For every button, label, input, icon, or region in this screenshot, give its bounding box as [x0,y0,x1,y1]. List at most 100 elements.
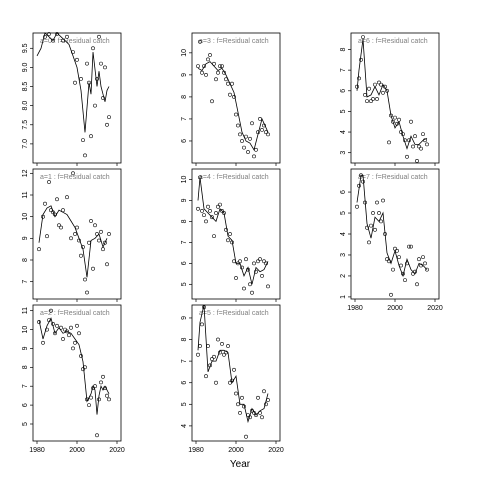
panel-title: a=4 : f=Residual catch [199,174,269,181]
data-point [196,206,200,211]
y-tick-label: 2 [340,274,347,278]
data-point [95,433,99,438]
data-point [266,284,270,289]
data-point [43,34,47,39]
x-tick-label: 2000 [228,447,244,454]
data-point [379,219,383,224]
data-point [252,154,256,159]
data-point [89,134,93,139]
data-point [359,57,363,62]
data-point [254,147,258,152]
data-point [367,86,371,91]
data-point [242,286,246,291]
data-point [51,321,55,326]
data-point [97,34,101,39]
y-tick-label: 10 [22,213,29,221]
y-tick-label: 7 [181,359,188,363]
data-point [73,80,77,85]
data-point [73,232,77,236]
y-tick-label: 7 [181,117,188,121]
y-tick-label: 12 [22,169,29,177]
data-point [53,212,57,217]
data-point [262,123,266,128]
data-point [212,61,216,66]
data-point [71,50,75,55]
data-point [393,115,397,120]
series-line [38,317,110,415]
y-tick-label: 7 [22,280,29,284]
data-point [206,344,210,348]
series-line [36,32,110,133]
data-point [387,140,391,145]
data-point [226,81,230,86]
data-point [363,93,367,97]
data-point [99,380,103,385]
data-point [256,130,260,135]
data-point [45,327,49,332]
data-point [61,208,65,213]
data-point [41,214,45,219]
data-point [107,115,111,120]
x-tick-label: 2020 [427,305,443,312]
data-point [355,204,359,209]
y-tick-label: 5 [340,211,347,215]
panel-frame [191,32,281,164]
data-point [47,318,51,323]
data-point [254,269,258,274]
data-point [361,179,365,184]
data-point [220,208,224,213]
data-point [234,112,238,117]
data-point [103,240,107,245]
series-line [356,39,428,150]
data-point [216,70,220,75]
data-point [73,340,77,345]
data-point [37,320,41,324]
data-point [365,99,369,104]
data-point [238,410,242,415]
data-point [236,402,240,407]
data-point [361,35,365,40]
data-point [385,88,389,93]
y-tick-label: 9 [181,73,188,77]
panel-a3: a=3 : f=Residual catch 6 7 8 9 10 [181,32,281,166]
y-tick-label: 3 [340,151,347,155]
data-point [369,99,373,104]
y-tick-label: 11 [22,191,29,198]
data-point [232,259,236,264]
data-point [256,395,260,400]
data-point [383,84,387,89]
data-point [236,123,240,128]
panel-frame [32,304,122,442]
data-point [421,132,425,137]
data-point [208,208,212,213]
data-point [264,130,268,135]
panel-title: a=0 : f=Residual catch [40,38,110,45]
data-point [79,253,83,258]
y-tick-label: 5 [340,109,347,113]
data-point [371,211,375,215]
data-point [55,197,59,202]
data-point [65,195,69,200]
data-point [399,130,403,134]
data-point [230,81,234,86]
panel-title: a=5 : f=Residual catch [199,310,269,317]
data-point [262,259,266,264]
data-point [200,322,204,327]
data-point [254,413,258,418]
data-point [222,70,226,75]
data-point [405,154,409,159]
data-point [218,350,222,355]
data-point [415,158,419,163]
data-point [85,397,89,402]
data-point [41,340,45,345]
data-point [202,305,206,310]
data-point [214,211,218,215]
data-point [258,117,262,121]
data-point [83,277,87,282]
y-tick-label: 5 [181,402,188,406]
x-tick-label: 2000 [387,305,403,312]
data-point [67,333,71,338]
data-point [258,257,262,262]
data-point [226,238,230,243]
